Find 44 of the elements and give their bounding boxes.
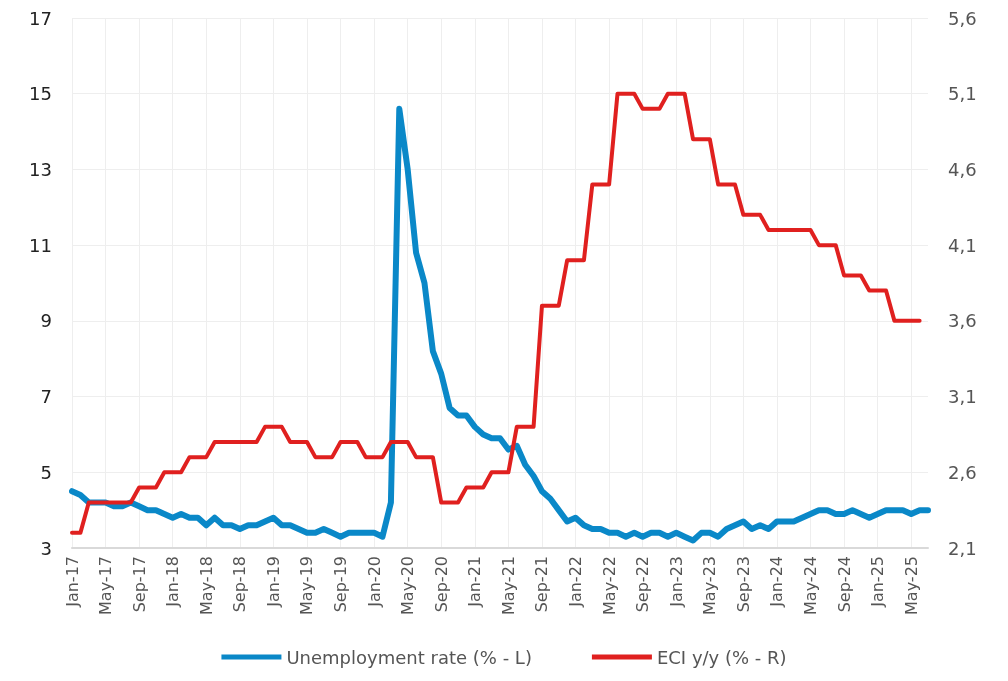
y-tick-label: 9 — [40, 310, 52, 332]
x-tick-label: Sep-18 — [230, 556, 250, 613]
x-tick-label: May-20 — [398, 556, 418, 615]
x-tick-label: Jan-21 — [465, 556, 485, 608]
x-tick-label: May-25 — [901, 556, 921, 615]
x-tick-label: May-24 — [801, 556, 821, 615]
x-tick-label: May-21 — [498, 556, 518, 615]
y-tick-label: 7 — [40, 386, 52, 408]
x-tick-label: May-23 — [700, 556, 720, 615]
y2-tick-label: 3,6 — [948, 310, 977, 332]
y2-tick-label: 4,1 — [948, 234, 977, 256]
y-tick-label: 11 — [29, 234, 52, 256]
x-tick-label: Sep-17 — [129, 556, 149, 613]
y2-tick-label: 4,6 — [948, 158, 977, 180]
x-tick-label: Sep-20 — [431, 556, 451, 613]
x-tick-label: Jan-25 — [868, 556, 888, 608]
x-tick-label: Jan-19 — [263, 556, 283, 608]
x-tick-label: Jan-17 — [62, 556, 82, 608]
y-tick-label: 3 — [40, 537, 52, 559]
y2-tick-label: 2,6 — [948, 461, 977, 483]
x-tick-label: May-17 — [96, 556, 116, 615]
y-tick-label: 17 — [29, 7, 52, 29]
x-tick-label: May-18 — [196, 556, 216, 615]
x-tick-label: Sep-22 — [633, 556, 653, 613]
x-tick-label: Jan-22 — [566, 556, 586, 608]
y2-tick-label: 5,1 — [948, 83, 977, 105]
y-tick-label: 15 — [29, 83, 52, 105]
y-tick-label: 13 — [29, 158, 52, 180]
x-tick-label: May-19 — [297, 556, 317, 615]
x-tick-label: May-22 — [599, 556, 619, 615]
x-tick-label: Sep-23 — [733, 556, 753, 613]
x-tick-label: Sep-19 — [331, 556, 351, 613]
y2-tick-label: 3,1 — [948, 386, 977, 408]
y2-tick-label: 2,1 — [948, 537, 977, 559]
x-tick-label: Sep-21 — [532, 556, 552, 613]
x-tick-label: Jan-18 — [163, 556, 183, 608]
legend-label: ECI y/y (% - R) — [656, 646, 787, 668]
x-tick-label: Jan-20 — [364, 556, 384, 608]
x-tick-label: Jan-23 — [666, 556, 686, 608]
y2-tick-label: 5,6 — [948, 7, 977, 29]
x-tick-label: Sep-24 — [834, 556, 854, 613]
legend-label: Unemployment rate (% - L) — [286, 646, 532, 668]
y-tick-label: 5 — [40, 461, 52, 483]
x-tick-label: Jan-24 — [767, 556, 787, 608]
